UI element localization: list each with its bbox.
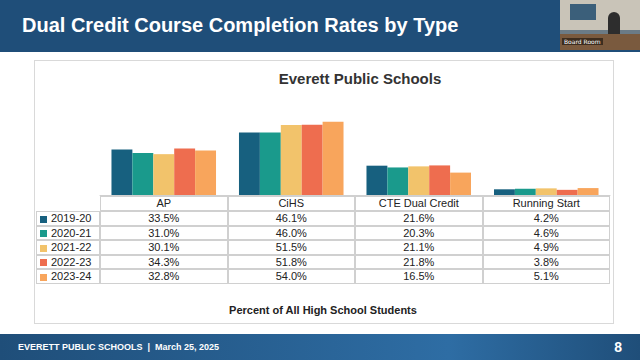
html-text:2023-24: 2023-24 [51, 270, 92, 283]
html-text:16.5%: 16.5% [403, 270, 435, 283]
svg-text:AP: AP [156, 197, 171, 209]
html-text:4.9%: 4.9% [533, 241, 559, 254]
html-text:4.6%: 4.6% [533, 226, 559, 239]
html-text:Percent of All High School Stu: Percent of All High School Students [229, 304, 417, 316]
html-text:2021-22: 2021-22 [51, 241, 92, 254]
html-text:31.0%: 31.0% [148, 226, 180, 239]
html-text:46.0%: 46.0% [275, 226, 307, 239]
html-text:54.0%: 54.0% [275, 270, 307, 283]
html-text:2022-23: 2022-23 [51, 255, 92, 268]
html-text:21.8%: 21.8% [403, 255, 435, 268]
html-text:5.1%: 5.1% [533, 270, 559, 283]
html-text:Board Room: Board Room [564, 38, 601, 45]
html-text:EVERETT PUBLIC SCHOOLS | March: EVERETT PUBLIC SCHOOLS | March 25, 2025 [18, 342, 220, 352]
svg-text:Running Start: Running Start [513, 197, 580, 209]
html-text:3.8%: 3.8% [533, 255, 559, 268]
html-text:Dual Credit Course Completion: Dual Credit Course Completion Rates by T… [22, 14, 459, 36]
html-text:2020-21: 2020-21 [51, 226, 92, 239]
html-text:34.3%: 34.3% [148, 255, 180, 268]
html-text:30.1%: 30.1% [148, 241, 180, 254]
html-text:21.1%: 21.1% [403, 241, 435, 254]
html-text:51.5%: 51.5% [275, 241, 307, 254]
html-text:8: 8 [614, 339, 622, 355]
html-text:32.8%: 32.8% [148, 270, 180, 283]
html-text:33.5%: 33.5% [148, 212, 180, 224]
html-text:2019-20: 2019-20 [51, 212, 92, 224]
html-text:51.8%: 51.8% [275, 255, 307, 268]
svg-text:CiHS: CiHS [278, 197, 304, 209]
svg-text:CTE Dual Credit: CTE Dual Credit [379, 197, 459, 209]
svg-text:Everett Public Schools: Everett Public Schools [279, 70, 442, 87]
html-text:20.3%: 20.3% [403, 226, 435, 239]
html-text:4.2%: 4.2% [533, 212, 559, 224]
html-text:21.6%: 21.6% [403, 212, 435, 224]
html-text:46.1%: 46.1% [275, 212, 307, 224]
